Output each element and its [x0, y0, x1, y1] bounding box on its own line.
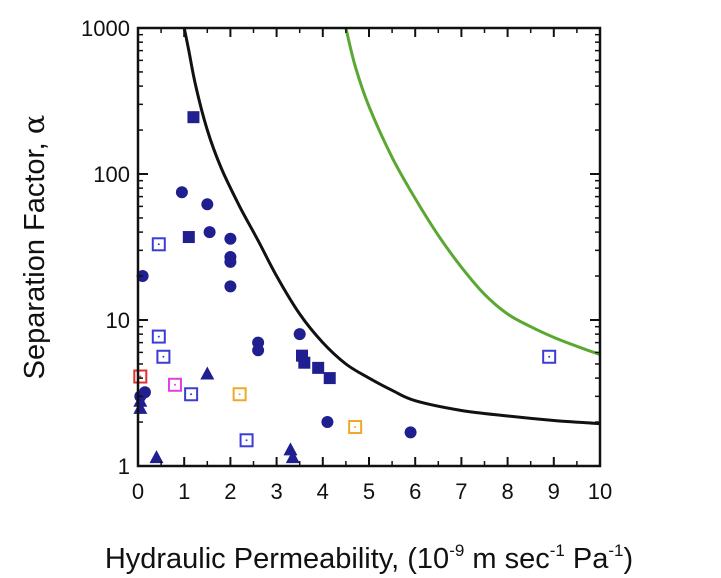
open-square-center-dot — [157, 243, 160, 246]
y-tick-labels: 1 10 100 1000 — [81, 16, 130, 479]
open-square-center-dot — [157, 335, 160, 338]
data-point-circle — [224, 232, 237, 245]
open-square-center-dot — [548, 355, 551, 358]
data-point-square — [323, 372, 336, 385]
open-square-center-dot — [173, 383, 176, 386]
data-point-circle — [224, 280, 237, 293]
x-tick-labels: 0 1 2 3 4 5 6 7 8 9 10 — [132, 479, 612, 504]
open-square-center-dot — [245, 439, 248, 442]
curve-green-curve — [344, 28, 600, 356]
y-tick-label: 1 — [118, 454, 130, 479]
x-tick-label: 3 — [270, 479, 282, 504]
data-point-square — [298, 356, 311, 369]
x-tick-label: 2 — [224, 479, 236, 504]
data-point-triangle — [149, 450, 164, 464]
y-tick-label: 1000 — [81, 16, 130, 41]
y-axis-label: Separation Factor, α — [17, 115, 51, 380]
x-tick-label: 10 — [588, 479, 612, 504]
open-square-center-dot — [354, 425, 357, 428]
x-tick-label: 6 — [409, 479, 421, 504]
x-tick-label: 9 — [548, 479, 560, 504]
y-tick-label: 10 — [106, 308, 130, 333]
data-point-circle — [293, 328, 306, 341]
y-tick-label: 100 — [93, 162, 130, 187]
data-point-circle — [175, 186, 188, 199]
data-point-open-square — [239, 433, 254, 448]
x-tick-label: 7 — [455, 479, 467, 504]
points-layer — [133, 111, 557, 464]
data-point-circle — [201, 198, 214, 211]
data-point-triangle — [283, 442, 298, 456]
data-point-triangle — [285, 450, 300, 464]
curve-black-curve — [182, 28, 600, 426]
data-point-open-square — [151, 237, 166, 252]
x-tick-label: 0 — [132, 479, 144, 504]
data-point-circle — [252, 344, 265, 357]
data-point-circle — [203, 226, 216, 239]
curves-layer — [182, 28, 600, 426]
data-point-circle — [224, 255, 237, 268]
data-point-open-square — [348, 419, 363, 434]
x-axis-label: Hydraulic Permeability, (10-9 m sec-1 Pa… — [105, 541, 633, 575]
data-point-open-square — [167, 377, 182, 392]
data-point-triangle — [200, 366, 215, 380]
open-square-center-dot — [139, 375, 142, 378]
plot-frame — [136, 26, 602, 468]
open-square-center-dot — [190, 393, 193, 396]
data-point-open-square — [184, 387, 199, 402]
data-point-open-square — [156, 349, 171, 364]
data-point-circle — [321, 416, 334, 429]
data-point-open-square — [133, 369, 148, 384]
data-point-open-square — [232, 387, 247, 402]
data-point-square — [187, 111, 200, 124]
open-square-center-dot — [238, 393, 241, 396]
data-point-open-square — [542, 349, 557, 364]
ticks-layer — [137, 27, 601, 467]
x-tick-label: 5 — [363, 479, 375, 504]
x-tick-label: 8 — [501, 479, 513, 504]
open-square-center-dot — [162, 355, 165, 358]
data-point-square — [312, 361, 325, 374]
data-point-circle — [138, 386, 151, 399]
data-point-square — [182, 231, 195, 244]
x-tick-label: 1 — [178, 479, 190, 504]
data-point-circle — [404, 426, 417, 439]
data-point-open-square — [151, 329, 166, 344]
x-tick-label: 4 — [317, 479, 329, 504]
